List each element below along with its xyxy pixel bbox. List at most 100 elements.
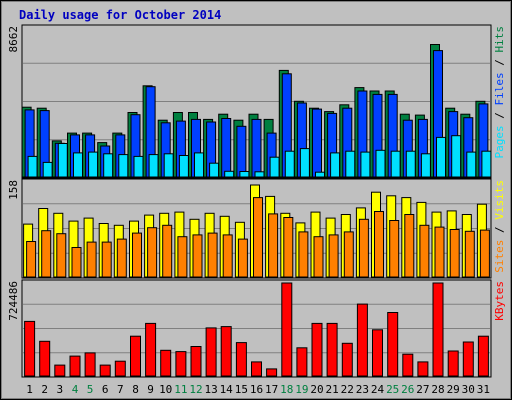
legend-separator: / bbox=[493, 53, 506, 73]
bar-pages-30 bbox=[466, 151, 477, 178]
bar-sites-31 bbox=[479, 229, 490, 278]
bar-pages-1 bbox=[27, 155, 38, 178]
bar-files-16 bbox=[251, 118, 262, 178]
bar-kbytes-11 bbox=[175, 351, 187, 377]
x-tick-label-26: 26 bbox=[401, 383, 414, 396]
x-tick-label-23: 23 bbox=[356, 383, 369, 396]
bar-kbytes-23 bbox=[356, 303, 368, 377]
x-tick-label-1: 1 bbox=[26, 383, 33, 396]
bar-sites-2 bbox=[41, 230, 52, 278]
bar-sites-13 bbox=[207, 232, 218, 278]
bar-kbytes-15 bbox=[235, 342, 247, 377]
x-tick-label-29: 29 bbox=[447, 383, 460, 396]
visits-sites-side-legend: Sites / Visits bbox=[493, 180, 506, 273]
x-tick-label-30: 30 bbox=[462, 383, 475, 396]
bar-sites-25 bbox=[389, 220, 400, 278]
bar-sites-22 bbox=[343, 231, 354, 278]
bar-pages-7 bbox=[118, 154, 129, 178]
x-tick-label-5: 5 bbox=[87, 383, 94, 396]
bar-sites-26 bbox=[404, 214, 415, 278]
x-tick-label-22: 22 bbox=[341, 383, 354, 396]
bar-sites-16 bbox=[253, 197, 263, 278]
bar-sites-11 bbox=[177, 236, 188, 278]
chart-panels: 8662 Pages / Files / Hits 158 Sites / Visit… bbox=[7, 24, 506, 378]
bar-files-15 bbox=[236, 125, 247, 178]
bar-pages-11 bbox=[178, 155, 189, 178]
bar-kbytes-3 bbox=[54, 364, 66, 377]
bar-pages-8 bbox=[133, 155, 144, 178]
bar-pages-20 bbox=[315, 171, 325, 178]
bar-pages-31 bbox=[481, 150, 492, 178]
legend-separator: / bbox=[493, 106, 506, 126]
x-tick-label-17: 17 bbox=[265, 383, 278, 396]
bar-kbytes-17 bbox=[266, 368, 278, 377]
x-tick-label-28: 28 bbox=[431, 383, 444, 396]
x-tick-label-24: 24 bbox=[371, 383, 385, 396]
bar-pages-23 bbox=[360, 151, 371, 178]
legend-files: Files bbox=[493, 72, 506, 105]
x-tick-label-3: 3 bbox=[56, 383, 63, 396]
bar-sites-5 bbox=[86, 241, 97, 278]
bar-kbytes-31 bbox=[477, 335, 489, 377]
bar-kbytes-28 bbox=[432, 282, 444, 377]
bar-sites-8 bbox=[132, 232, 142, 278]
hits-files-pages-max-label: 8662 bbox=[7, 26, 20, 53]
bar-kbytes-19 bbox=[296, 347, 308, 377]
chart-title: Daily usage for October 2014 bbox=[19, 8, 221, 22]
bar-pages-28 bbox=[436, 136, 446, 178]
bar-pages-29 bbox=[451, 135, 462, 178]
x-tick-label-8: 8 bbox=[132, 383, 139, 396]
bar-kbytes-26 bbox=[402, 353, 414, 377]
legend-kbytes: KBytes bbox=[493, 281, 506, 321]
bar-sites-4 bbox=[71, 247, 82, 278]
x-tick-label-20: 20 bbox=[310, 383, 323, 396]
bar-sites-27 bbox=[419, 224, 430, 278]
bar-kbytes-20 bbox=[311, 322, 323, 377]
x-tick-label-19: 19 bbox=[295, 383, 308, 396]
x-tick-label-10: 10 bbox=[159, 383, 172, 396]
bar-pages-18 bbox=[284, 150, 295, 178]
x-tick-label-6: 6 bbox=[102, 383, 109, 396]
bar-pages-25 bbox=[390, 150, 401, 178]
bar-pages-3 bbox=[57, 143, 68, 178]
bar-sites-3 bbox=[56, 233, 67, 278]
bar-kbytes-16 bbox=[251, 361, 262, 377]
x-tick-label-12: 12 bbox=[189, 383, 202, 396]
x-tick-label-16: 16 bbox=[250, 383, 263, 396]
bar-pages-26 bbox=[405, 150, 416, 178]
bar-sites-10 bbox=[162, 224, 173, 278]
legend-separator: / bbox=[493, 220, 506, 240]
x-tick-label-4: 4 bbox=[72, 383, 79, 396]
bar-sites-30 bbox=[464, 230, 475, 278]
visits-sites-max-label: 158 bbox=[7, 180, 20, 200]
bar-sites-9 bbox=[147, 227, 158, 278]
bar-kbytes-14 bbox=[220, 326, 232, 377]
bar-pages-24 bbox=[375, 149, 386, 178]
bar-sites-19 bbox=[298, 231, 309, 278]
bar-sites-1 bbox=[26, 241, 37, 278]
bar-pages-13 bbox=[209, 162, 220, 178]
bar-files-14 bbox=[221, 118, 232, 178]
bar-kbytes-5 bbox=[84, 352, 96, 377]
bar-sites-24 bbox=[374, 211, 384, 278]
x-tick-label-13: 13 bbox=[204, 383, 217, 396]
bar-kbytes-30 bbox=[462, 341, 474, 377]
bar-pages-14 bbox=[224, 170, 235, 178]
bar-kbytes-24 bbox=[372, 329, 383, 377]
x-tick-label-14: 14 bbox=[220, 383, 234, 396]
bar-sites-15 bbox=[237, 238, 248, 278]
legend-sites: Sites bbox=[493, 240, 506, 273]
bar-pages-9 bbox=[148, 154, 159, 178]
bar-pages-21 bbox=[330, 152, 341, 178]
x-tick-label-25: 25 bbox=[386, 383, 399, 396]
legend-hits: Hits bbox=[493, 26, 506, 53]
bar-kbytes-22 bbox=[341, 342, 353, 377]
x-tick-label-7: 7 bbox=[117, 383, 124, 396]
bar-kbytes-25 bbox=[387, 312, 399, 377]
bar-kbytes-10 bbox=[160, 349, 172, 377]
bar-sites-23 bbox=[358, 218, 369, 278]
kbytes-side-legend: KBytes bbox=[493, 281, 506, 321]
hits-files-pages-panel: 8662 Pages / Files / Hits bbox=[7, 24, 506, 179]
